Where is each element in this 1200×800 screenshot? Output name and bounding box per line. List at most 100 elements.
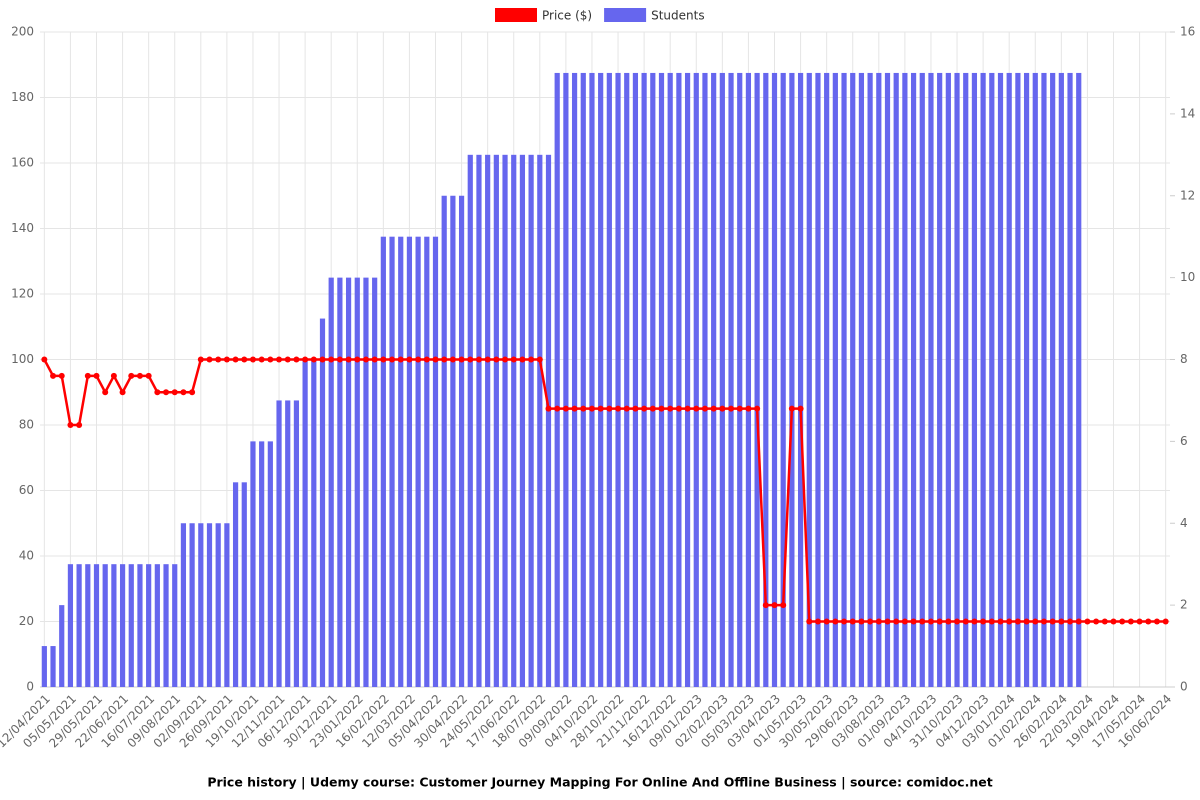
price-point bbox=[136, 372, 143, 379]
price-point bbox=[893, 618, 900, 625]
bar bbox=[119, 564, 126, 687]
price-point bbox=[641, 405, 648, 412]
price-point bbox=[1014, 618, 1021, 625]
bar bbox=[389, 236, 395, 687]
price-point bbox=[232, 356, 239, 363]
price-point bbox=[1058, 618, 1065, 625]
y2-tick-label: 8 bbox=[1180, 352, 1188, 366]
y2-tick-label: 16 bbox=[1180, 25, 1195, 39]
bar bbox=[945, 72, 951, 687]
price-point bbox=[241, 356, 248, 363]
bar bbox=[841, 72, 847, 687]
price-point bbox=[163, 389, 170, 396]
bar bbox=[754, 72, 760, 687]
bar bbox=[102, 564, 108, 687]
bar bbox=[85, 564, 91, 687]
bar bbox=[328, 277, 334, 687]
bar bbox=[676, 72, 682, 687]
bar bbox=[372, 277, 378, 687]
bar bbox=[345, 277, 352, 687]
bar bbox=[1076, 72, 1082, 687]
price-point bbox=[1023, 618, 1030, 625]
price-point bbox=[962, 618, 969, 625]
bar bbox=[858, 72, 865, 687]
price-point bbox=[223, 356, 230, 363]
bar bbox=[1058, 72, 1064, 687]
price-point bbox=[319, 356, 326, 363]
price-point bbox=[415, 356, 422, 363]
bar bbox=[137, 564, 143, 687]
y2-tick-label: 4 bbox=[1180, 516, 1188, 530]
price-point bbox=[997, 618, 1004, 625]
bar bbox=[476, 154, 482, 687]
bar bbox=[163, 564, 169, 687]
y2-tick-label: 14 bbox=[1180, 106, 1195, 120]
bar bbox=[267, 441, 273, 687]
y-tick-label: 80 bbox=[19, 418, 34, 432]
price-point bbox=[675, 405, 682, 412]
price-point bbox=[606, 405, 613, 412]
price-point bbox=[467, 356, 474, 363]
price-point bbox=[389, 356, 396, 363]
bar bbox=[285, 400, 291, 687]
price-point bbox=[119, 389, 126, 396]
bar bbox=[711, 72, 717, 687]
price-point bbox=[354, 356, 361, 363]
bar bbox=[198, 523, 204, 687]
y-tick-label: 160 bbox=[11, 156, 34, 170]
bar bbox=[398, 236, 404, 687]
price-point bbox=[519, 356, 526, 363]
price-point bbox=[362, 356, 369, 363]
price-point bbox=[145, 372, 152, 379]
bar bbox=[937, 72, 943, 687]
price-point bbox=[588, 405, 595, 412]
price-point bbox=[171, 389, 178, 396]
price-point bbox=[841, 618, 848, 625]
price-point bbox=[293, 356, 300, 363]
price-point bbox=[528, 356, 535, 363]
price-point bbox=[93, 372, 100, 379]
bar bbox=[1067, 72, 1073, 687]
bar bbox=[745, 72, 752, 687]
price-point bbox=[302, 356, 309, 363]
price-point bbox=[832, 618, 839, 625]
price-point bbox=[858, 618, 865, 625]
price-point bbox=[1153, 618, 1160, 625]
bar bbox=[963, 72, 969, 687]
bar bbox=[684, 72, 691, 687]
bar bbox=[224, 523, 230, 687]
bar bbox=[502, 154, 508, 687]
bar bbox=[919, 72, 925, 687]
price-point bbox=[562, 405, 569, 412]
bar bbox=[1050, 72, 1056, 687]
price-point bbox=[536, 356, 543, 363]
price-point bbox=[189, 389, 196, 396]
price-point bbox=[554, 405, 561, 412]
price-point bbox=[1084, 618, 1091, 625]
bar bbox=[363, 277, 369, 687]
price-point bbox=[980, 618, 987, 625]
bar bbox=[554, 72, 560, 687]
y-tick-label: 40 bbox=[19, 549, 34, 563]
bar bbox=[354, 277, 360, 687]
price-point bbox=[754, 405, 761, 412]
bar bbox=[624, 72, 630, 687]
price-point bbox=[728, 405, 735, 412]
price-point bbox=[762, 602, 769, 609]
bar bbox=[450, 195, 456, 687]
bar bbox=[824, 72, 830, 687]
bar bbox=[67, 564, 74, 687]
price-point bbox=[1067, 618, 1074, 625]
bar bbox=[589, 72, 595, 687]
price-point bbox=[475, 356, 482, 363]
bar bbox=[76, 564, 82, 687]
price-point bbox=[432, 356, 439, 363]
price-point bbox=[1110, 618, 1117, 625]
price-point bbox=[249, 356, 256, 363]
price-point bbox=[110, 372, 117, 379]
bar bbox=[180, 523, 187, 687]
bar bbox=[485, 154, 491, 687]
bar bbox=[1006, 72, 1012, 687]
price-point bbox=[267, 356, 274, 363]
price-point bbox=[919, 618, 926, 625]
